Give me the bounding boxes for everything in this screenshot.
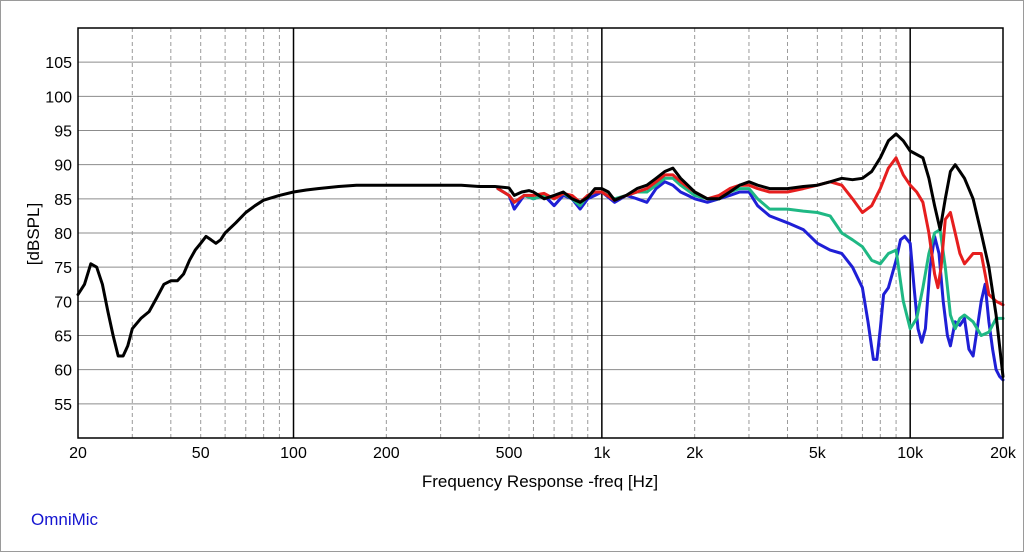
y-tick-label: 100 (45, 89, 72, 106)
y-tick-label: 65 (54, 329, 72, 346)
y-tick-label: 80 (54, 226, 72, 243)
x-tick-label: 10k (897, 445, 924, 462)
y-tick-label: 95 (54, 124, 72, 141)
y-tick-label: 70 (54, 294, 72, 311)
x-tick-label: 5k (809, 445, 827, 462)
y-axis-title: [dBSPL] (24, 203, 43, 265)
series-line (76, 132, 1005, 378)
y-tick-label: 60 (54, 363, 72, 380)
x-tick-label: 20 (69, 445, 87, 462)
x-axis-title: Frequency Response -freq [Hz] (422, 472, 658, 491)
y-tick-label: 55 (54, 397, 72, 414)
grid (77, 28, 1004, 438)
tick-labels: 55 60 65 70 75 80 85 90 95 100 105 20 50 100 200 500 1k 2… (45, 55, 1017, 462)
x-tick-label: 20k (990, 445, 1017, 462)
series-line (496, 156, 1005, 307)
x-tick-label: 500 (496, 445, 523, 462)
y-tick-label: 105 (45, 55, 72, 72)
x-tick-label: 100 (280, 445, 307, 462)
x-tick-label: 50 (192, 445, 210, 462)
series-line (496, 180, 1005, 382)
y-tick-label: 85 (54, 192, 72, 209)
y-tick-label: 90 (54, 158, 72, 175)
x-tick-label: 2k (686, 445, 704, 462)
series-layer (76, 132, 1005, 382)
x-tick-label: 1k (593, 445, 611, 462)
plot-border (77, 27, 1004, 439)
x-tick-label: 200 (373, 445, 400, 462)
y-tick-label: 75 (54, 260, 72, 277)
brand-label: OmniMic (31, 510, 99, 529)
